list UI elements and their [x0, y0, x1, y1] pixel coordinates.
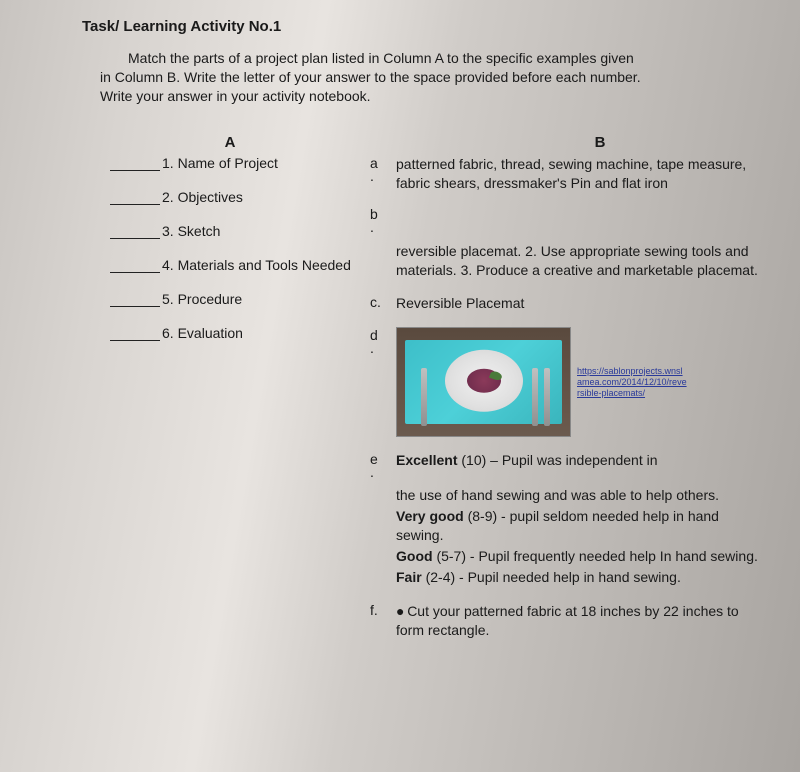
spoon-icon	[544, 368, 550, 426]
instruction-line-2: in Column B. Write the letter of your an…	[100, 68, 740, 87]
item-a-4: 4. Materials and Tools Needed	[110, 257, 370, 273]
option-a: a . patterned fabric, thread, sewing mac…	[370, 155, 770, 193]
eval-excellent-line2: the use of hand sewing and was able to h…	[396, 486, 770, 505]
bullet-icon: ●	[396, 602, 407, 621]
option-c: c. Reversible Placemat	[370, 294, 770, 313]
plate-icon	[445, 350, 523, 412]
option-a-letter: a .	[370, 155, 396, 193]
instructions-block: Match the parts of a project plan listed…	[100, 49, 740, 106]
option-e-letter: e .	[370, 451, 396, 588]
item-a-6-num: 6.	[162, 325, 174, 341]
option-b: b . reversible placemat. 2. Use appropri…	[370, 206, 770, 280]
eval-excellent-line1: Excellent (10) – Pupil was independent i…	[396, 451, 770, 470]
option-f-letter: f.	[370, 602, 396, 640]
option-f: f. ●Cut your patterned fabric at 18 inch…	[370, 602, 770, 640]
item-a-5-label: Procedure	[178, 291, 243, 307]
option-d-letter: d .	[370, 327, 396, 437]
eval-vgood-range: (8-9)	[468, 508, 498, 524]
eval-good: Good (5-7) - Pupil frequently needed hel…	[396, 547, 770, 566]
columns-container: A 1. Name of Project 2. Objectives 3. Sk…	[70, 134, 770, 655]
eval-fair: Fair (2-4) - Pupil needed help in hand s…	[396, 568, 770, 587]
option-e: e . Excellent (10) – Pupil was independe…	[370, 451, 770, 588]
option-d-content: https://sablonprojects.wnslamea.com/2014…	[396, 327, 770, 437]
fork-icon	[421, 368, 427, 426]
task-title: Task/ Learning Activity No.1	[82, 18, 770, 35]
answer-blank-3[interactable]	[110, 225, 160, 239]
answer-blank-4[interactable]	[110, 259, 160, 273]
answer-blank-6[interactable]	[110, 327, 160, 341]
option-d: d . h	[370, 327, 770, 437]
item-a-2: 2. Objectives	[110, 189, 370, 205]
item-a-5: 5. Procedure	[110, 291, 370, 307]
option-a-dot: .	[370, 171, 396, 182]
option-b-text: reversible placemat. 2. Use appropriate …	[396, 206, 770, 280]
eval-fair-range: (2-4)	[426, 569, 456, 585]
knife-icon	[532, 368, 538, 426]
option-b-dot: .	[370, 222, 396, 233]
image-source-link[interactable]: https://sablonprojects.wnslamea.com/2014…	[577, 366, 687, 398]
eval-fair-label: Fair	[396, 569, 422, 585]
option-e-text: Excellent (10) – Pupil was independent i…	[396, 451, 770, 588]
eval-good-range: (5-7)	[436, 548, 466, 564]
answer-blank-5[interactable]	[110, 293, 160, 307]
eval-verygood: Very good (8-9) - pupil seldom needed he…	[396, 507, 770, 545]
eval-excellent-range: (10)	[461, 452, 486, 468]
item-a-3: 3. Sketch	[110, 223, 370, 239]
item-a-1-label: Name of Project	[178, 155, 278, 171]
column-a-header: A	[90, 134, 370, 151]
option-b-letter: b .	[370, 206, 396, 280]
column-a: A 1. Name of Project 2. Objectives 3. Sk…	[70, 134, 370, 655]
worksheet-page: Task/ Learning Activity No.1 Match the p…	[0, 0, 800, 674]
option-f-text: ●Cut your patterned fabric at 18 inches …	[396, 602, 770, 640]
option-c-letter: c.	[370, 294, 396, 313]
answer-blank-2[interactable]	[110, 191, 160, 205]
eval-good-text: - Pupil frequently needed help In hand s…	[470, 548, 758, 564]
item-a-2-num: 2.	[162, 189, 174, 205]
placemat-cloth	[405, 340, 562, 424]
eval-vgood-label: Very good	[396, 508, 464, 524]
option-e-dot: .	[370, 467, 396, 478]
eval-good-label: Good	[396, 548, 433, 564]
placemat-image	[396, 327, 571, 437]
option-a-text: patterned fabric, thread, sewing machine…	[396, 155, 770, 193]
eval-excellent-text1: – Pupil was independent in	[490, 452, 657, 468]
column-b-header: B	[430, 134, 770, 151]
instruction-line-3: Write your answer in your activity noteb…	[100, 87, 740, 106]
item-a-4-label: Materials and Tools Needed	[178, 257, 351, 273]
option-c-text: Reversible Placemat	[396, 294, 770, 313]
column-b: B a . patterned fabric, thread, sewing m…	[370, 134, 770, 655]
eval-excellent-label: Excellent	[396, 452, 457, 468]
instruction-line-1: Match the parts of a project plan listed…	[100, 49, 740, 68]
item-a-6-label: Evaluation	[178, 325, 243, 341]
item-a-2-label: Objectives	[178, 189, 243, 205]
option-f-text-content: Cut your patterned fabric at 18 inches b…	[396, 603, 739, 638]
eval-fair-text: - Pupil needed help in hand sewing.	[459, 569, 681, 585]
item-a-1-num: 1.	[162, 155, 174, 171]
item-a-4-num: 4.	[162, 257, 174, 273]
item-a-1: 1. Name of Project	[110, 155, 370, 171]
option-b-text-content: reversible placemat. 2. Use appropriate …	[396, 243, 758, 278]
answer-blank-1[interactable]	[110, 157, 160, 171]
item-a-3-label: Sketch	[178, 223, 221, 239]
item-a-6: 6. Evaluation	[110, 325, 370, 341]
item-a-3-num: 3.	[162, 223, 174, 239]
option-d-dot: .	[370, 343, 396, 354]
item-a-5-num: 5.	[162, 291, 174, 307]
